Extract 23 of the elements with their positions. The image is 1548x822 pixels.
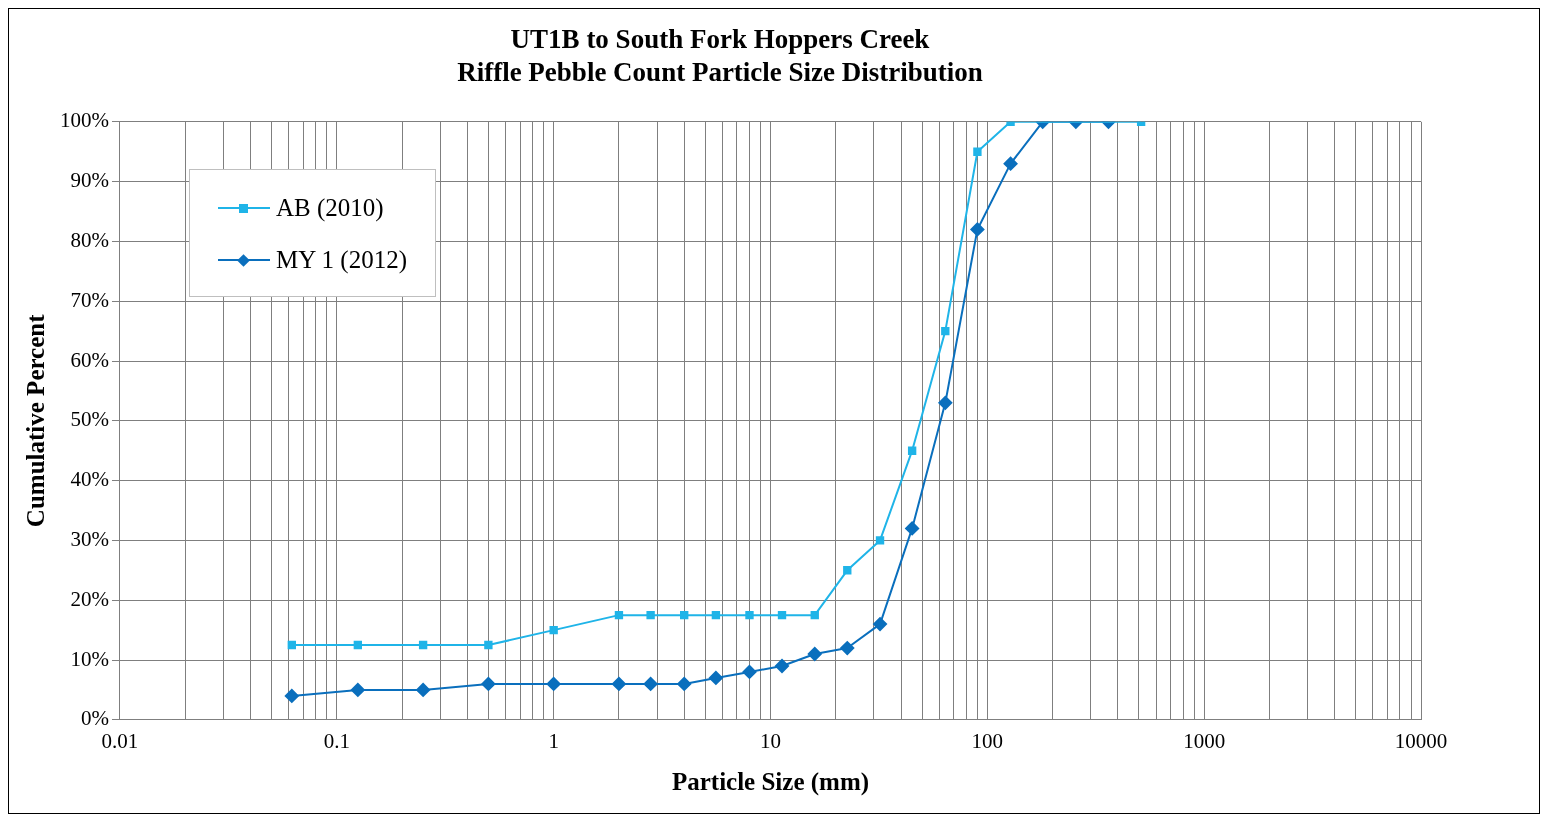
chart-title: UT1B to South Fork Hoppers Creek Riffle Pebble Count Particle Size Distribution: [457, 24, 983, 87]
y-tick-label: 60%: [70, 347, 109, 372]
y-tick-label: 40%: [70, 467, 109, 492]
y-tick-label: 70%: [70, 287, 109, 312]
y-tick-label: 20%: [70, 586, 109, 611]
y-tick-label: 80%: [70, 227, 109, 252]
y-tick-label: 30%: [70, 526, 109, 551]
legend-label: AB (2010): [276, 194, 384, 222]
y-tick-label: 0%: [80, 706, 109, 731]
y-tick-label: 90%: [70, 168, 109, 193]
y-tick-label: 10%: [70, 646, 109, 671]
x-tick-label: 1000: [1183, 728, 1226, 753]
x-tick-label: 10000: [1394, 728, 1448, 753]
legend-label: MY 1 (2012): [276, 246, 408, 274]
x-tick-label: 0.1: [323, 728, 350, 753]
y-axis-title: Cumulative Percent: [22, 313, 50, 528]
x-axis-title: Particle Size (mm): [671, 768, 870, 797]
x-tick-label: 10: [760, 728, 781, 753]
y-tick-label: 100%: [59, 108, 109, 133]
x-tick-label: 0.01: [101, 728, 139, 753]
y-tick-label: 50%: [70, 407, 109, 432]
x-tick-label: 1: [548, 728, 559, 753]
x-tick-label: 100: [971, 728, 1004, 753]
